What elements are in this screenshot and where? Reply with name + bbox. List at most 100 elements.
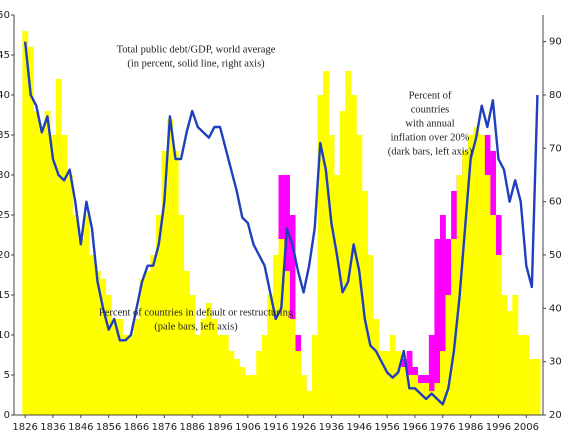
bar — [289, 319, 296, 415]
bar — [133, 319, 140, 415]
bar — [144, 271, 151, 415]
bar — [345, 71, 352, 415]
bar — [122, 335, 129, 415]
y-tick-label: 15 — [0, 290, 10, 301]
bar — [72, 215, 79, 415]
x-tick-label: 2006 — [514, 422, 539, 433]
bar — [373, 319, 380, 415]
bar — [39, 127, 45, 415]
bar — [189, 295, 196, 415]
bar — [206, 303, 212, 415]
bar — [462, 151, 469, 415]
bar — [417, 383, 424, 415]
y2-tick-label: 80 — [549, 90, 562, 101]
bar — [323, 71, 329, 415]
bar — [506, 311, 513, 415]
bar — [284, 271, 290, 415]
annotation-line: Percent of countries in default or restr… — [99, 307, 294, 318]
bar — [228, 351, 235, 415]
x-tick-label: 1836 — [40, 422, 65, 433]
bar — [350, 95, 357, 415]
bars — [22, 31, 541, 415]
bar — [451, 239, 457, 415]
bar — [55, 79, 62, 415]
bar — [401, 367, 407, 415]
y2-tick-label: 60 — [549, 197, 562, 208]
bar — [111, 319, 118, 415]
y2-tick-label: 70 — [549, 143, 562, 154]
bar — [406, 375, 413, 415]
bar — [117, 319, 123, 415]
y-tick-label: 40 — [0, 90, 10, 101]
bar — [61, 135, 68, 415]
x-tick-label: 1946 — [347, 422, 372, 433]
bar — [517, 335, 524, 415]
bar — [484, 175, 491, 415]
bar — [139, 279, 146, 415]
bar — [317, 95, 324, 415]
x-tick-label: 1966 — [402, 422, 427, 433]
bar — [467, 135, 474, 415]
bar — [428, 391, 435, 415]
y2-tick-label: 50 — [549, 250, 562, 261]
x-tick-label: 1856 — [96, 422, 121, 433]
x-tick-label: 1906 — [235, 422, 260, 433]
bar — [50, 135, 57, 415]
bar — [217, 335, 224, 415]
bar — [328, 135, 335, 415]
bar — [222, 335, 229, 415]
x-tick-label: 1916 — [263, 422, 288, 433]
bar — [239, 367, 246, 415]
annotation: Percent of countries with annual inflati… — [388, 90, 473, 157]
bar — [161, 151, 168, 415]
bar — [495, 255, 502, 415]
line-layer — [23, 41, 539, 406]
bar — [445, 295, 452, 415]
y2-tick-label: 20 — [549, 410, 562, 421]
y-tick-label: 45 — [0, 50, 10, 61]
x-tick-label: 1976 — [430, 422, 455, 433]
y-tick-label: 35 — [0, 130, 10, 141]
bar — [94, 271, 101, 415]
y-tick-label: 30 — [0, 170, 10, 181]
bar — [22, 31, 29, 415]
y-tick-label: 20 — [0, 250, 10, 261]
bar — [378, 351, 385, 415]
bar — [105, 295, 112, 415]
x-tick-label: 1896 — [207, 422, 232, 433]
bar — [250, 375, 257, 415]
bar — [439, 215, 446, 415]
bar — [278, 239, 285, 415]
bar — [155, 215, 162, 415]
bar — [412, 375, 419, 415]
bar — [83, 215, 90, 415]
x-tick-label: 1826 — [12, 422, 37, 433]
bar — [362, 191, 368, 415]
annotation-line: Total public debt/GDP, world average — [117, 44, 276, 55]
bar — [501, 295, 508, 415]
bar — [89, 255, 96, 415]
bar — [389, 335, 396, 415]
y-tick-label: 5 — [4, 370, 10, 381]
bar — [339, 111, 346, 415]
bar — [167, 119, 173, 415]
y-tick-label: 50 — [0, 10, 10, 21]
bar — [245, 375, 251, 415]
x-tick-label: 1846 — [68, 422, 93, 433]
bar — [44, 111, 51, 415]
bar — [439, 351, 446, 415]
bar — [267, 295, 274, 415]
annotation-line: (pale bars, left axis) — [154, 321, 238, 332]
bar — [523, 335, 530, 415]
bar — [172, 151, 179, 415]
bar — [233, 359, 240, 415]
y2-tick-label: 30 — [549, 357, 562, 368]
bar — [200, 319, 207, 415]
bar — [272, 255, 279, 415]
bar — [178, 215, 185, 415]
annotation-line: inflation over 20% — [391, 132, 470, 143]
bar — [27, 47, 34, 415]
annotation-line: countries — [411, 104, 450, 115]
bar — [78, 239, 84, 415]
y-tick-label: 25 — [0, 210, 10, 221]
